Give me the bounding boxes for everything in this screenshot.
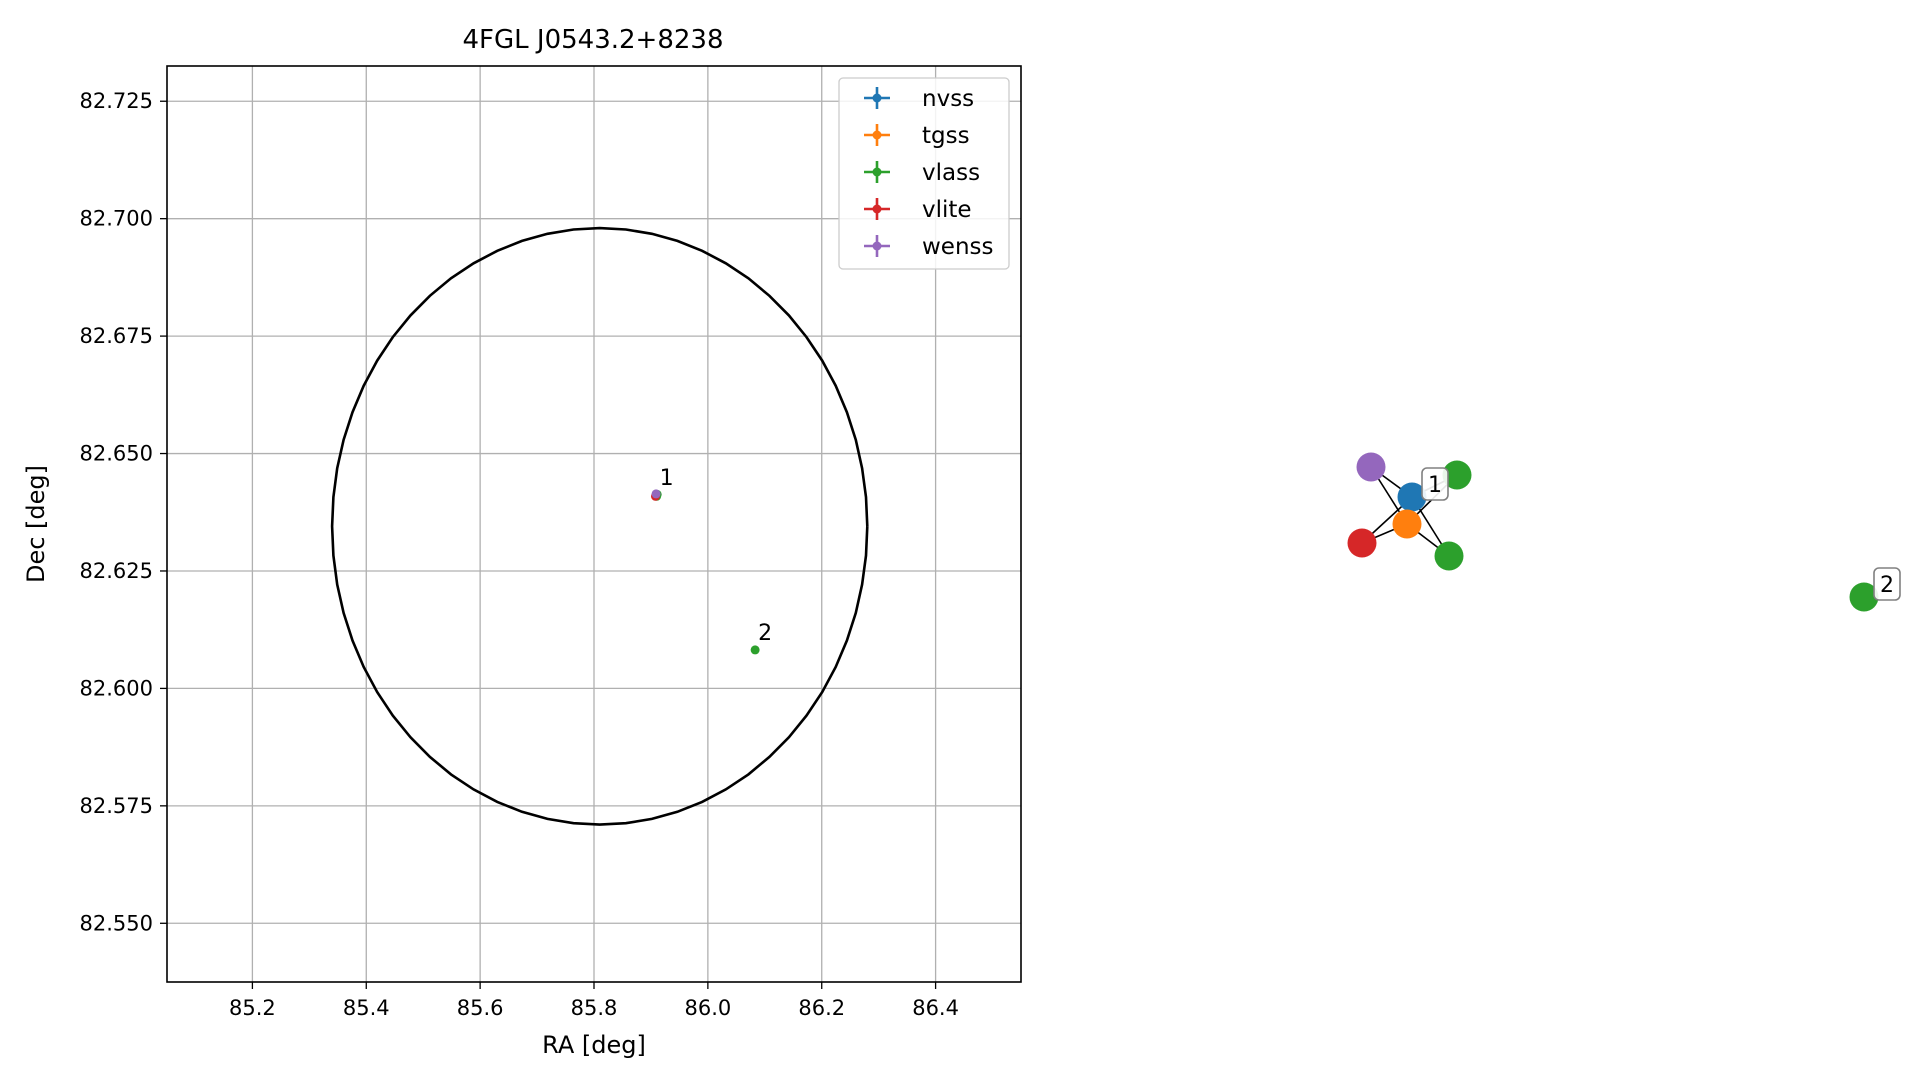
x-tick-label: 85.4	[343, 996, 390, 1020]
x-axis-ticks: 85.2 85.4 85.6 85.8 86.0 86.2 86.4	[229, 982, 959, 1020]
legend-marker-dot	[872, 130, 882, 140]
legend-item-wenss: wenss	[864, 234, 994, 260]
legend-label: nvss	[922, 86, 974, 112]
x-tick-label: 85.2	[229, 996, 276, 1020]
legend: nvss tgss vlass vlite wenss	[838, 77, 1010, 270]
node-vlite_1	[1347, 528, 1377, 558]
ellipse-outline	[330, 226, 869, 826]
legend-item-tgss: tgss	[864, 123, 970, 149]
network-panel: 12	[1347, 452, 1901, 612]
network-label-box	[1873, 567, 1901, 601]
data-points	[650, 489, 760, 655]
node-vlass_2	[1849, 582, 1879, 612]
x-axis-label: RA [deg]	[542, 1031, 646, 1059]
y-tick-label: 82.625	[80, 559, 153, 583]
x-tick-label: 86.2	[798, 996, 845, 1020]
x-tick-label: 86.4	[912, 996, 959, 1020]
legend-item-nvss: nvss	[864, 86, 974, 112]
y-axis-ticks: 82.550 82.575 82.600 82.625 82.650 82.675 82.7…	[80, 89, 167, 935]
legend-marker-dot	[872, 204, 882, 214]
error-ellipse	[330, 226, 869, 826]
point-wenss	[651, 489, 661, 499]
chart-title: 4FGL J0543.2+8238	[463, 25, 724, 55]
legend-label: tgss	[922, 123, 970, 149]
legend-marker-dot	[872, 241, 882, 251]
scatter-panel: 4FGL J0543.2+8238 12 85.2 85.4 85.6 85.8 86.…	[22, 25, 1022, 1059]
y-tick-label: 82.675	[80, 324, 153, 348]
network-label-box	[1421, 467, 1449, 501]
legend-box	[838, 77, 1010, 270]
legend-item-vlass: vlass	[864, 160, 980, 186]
network-labels: 12	[1421, 467, 1901, 601]
legend-label: vlite	[922, 197, 972, 223]
y-tick-label: 82.650	[80, 442, 153, 466]
x-tick-label: 86.0	[684, 996, 731, 1020]
node-nvss_1	[1397, 482, 1427, 512]
network-label-text: 2	[1880, 573, 1894, 598]
y-axis-label: Dec [deg]	[22, 465, 50, 583]
legend-label: vlass	[922, 160, 980, 186]
x-tick-label: 85.6	[457, 996, 504, 1020]
point-vlass	[750, 645, 760, 655]
network-nodes	[1347, 452, 1879, 612]
y-tick-label: 82.550	[80, 911, 153, 935]
annotation-label: 1	[660, 466, 674, 491]
legend-entries: nvss tgss vlass vlite wenss	[864, 86, 994, 260]
node-vlass_1b	[1434, 541, 1464, 571]
legend-marker-dot	[872, 167, 882, 177]
legend-item-vlite: vlite	[864, 197, 972, 223]
y-tick-label: 82.600	[80, 676, 153, 700]
point-annotations: 12	[660, 466, 772, 646]
node-wenss_1	[1356, 452, 1386, 482]
legend-marker-dot	[872, 93, 882, 103]
network-label-text: 1	[1428, 473, 1442, 498]
node-vlass_1a	[1442, 460, 1472, 490]
node-tgss_1	[1392, 509, 1422, 539]
legend-label: wenss	[922, 234, 994, 260]
y-tick-label: 82.725	[80, 89, 153, 113]
y-tick-label: 82.575	[80, 794, 153, 818]
x-tick-label: 85.8	[571, 996, 618, 1020]
y-tick-label: 82.700	[80, 207, 153, 231]
annotation-label: 2	[758, 621, 772, 646]
